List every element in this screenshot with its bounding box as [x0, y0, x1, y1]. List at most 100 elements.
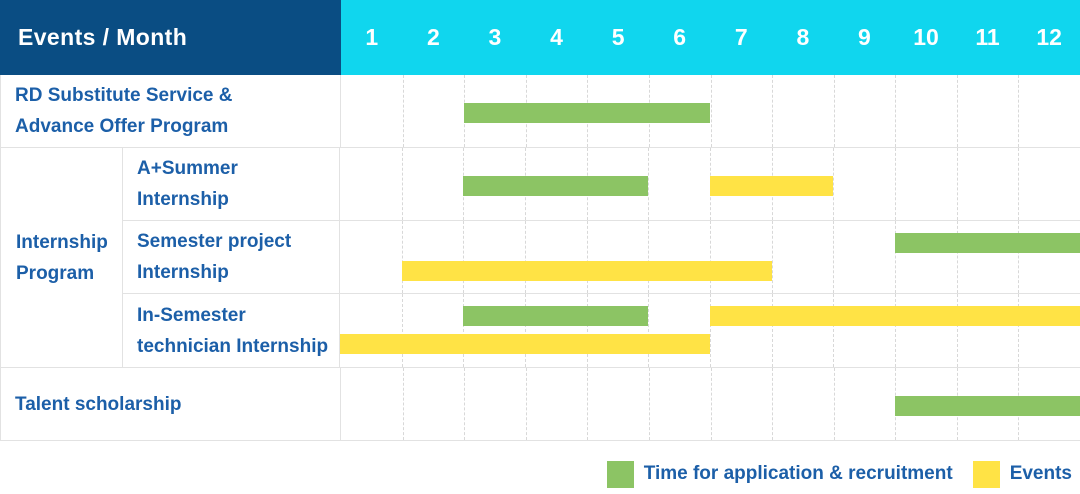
group-label-internship-program: Internship Program [1, 148, 123, 367]
row-label-line: Semester project [137, 231, 292, 252]
row-label-1: RD Substitute Service & Advance Offer Pro… [1, 75, 341, 147]
month-gridline [833, 75, 835, 147]
legend-item-application: Time for application & recruitment [606, 460, 953, 488]
month-gridline [956, 221, 958, 293]
month-gridline [771, 294, 773, 367]
month-gridline [463, 221, 465, 293]
month-gridline [402, 75, 404, 147]
month-gridline [648, 294, 650, 367]
table-row-4: In-Semester technician Internship [123, 294, 1080, 367]
gantt-bar-application [463, 176, 649, 196]
row-label-2: A+Summer Internship [123, 148, 340, 220]
month-gridline [464, 368, 466, 440]
plot-area-row-1 [341, 75, 1080, 147]
gantt-bar-events [340, 334, 710, 354]
gantt-bar-events [710, 306, 1080, 326]
month-gridline [772, 75, 774, 147]
month-header-label-5: 5 [611, 24, 625, 50]
month-gridline [710, 368, 712, 440]
month-gridline [648, 148, 650, 220]
month-gridline [525, 294, 526, 367]
table-row-2: A+Summer Internship [123, 148, 1080, 221]
row-label-5: Talent scholarship [1, 368, 341, 440]
corner-header-title: Events / Month [0, 0, 341, 75]
month-header-label-12: 12 [1036, 24, 1062, 50]
month-gridline [895, 294, 896, 367]
month-gridline [1018, 294, 1020, 367]
gantt-bar-events [710, 176, 834, 196]
month-gridline [895, 148, 896, 220]
row-label-3: Semester project Internship [123, 221, 340, 293]
row-label-line: Internship [137, 262, 229, 283]
month-header-label-1: 1 [365, 24, 379, 50]
month-gridline [833, 368, 835, 440]
legend: Time for application & recruitment Events [0, 457, 1080, 491]
month-gridline [586, 221, 588, 293]
month-header-label-4: 4 [550, 24, 563, 50]
plot-area-row-3 [340, 221, 1080, 293]
month-gridline [525, 368, 527, 440]
month-gridline [401, 294, 403, 367]
gantt-bar-application [895, 396, 1080, 416]
month-gridline [402, 368, 404, 440]
month-gridline [956, 75, 958, 147]
row-label-line: Internship [137, 189, 229, 210]
month-gridline [895, 221, 896, 293]
legend-item-events: Events [972, 460, 1072, 488]
month-gridline [648, 368, 650, 440]
row-label-line: A+Summer [137, 158, 238, 179]
month-gridline [587, 368, 589, 440]
internship-program-section: Internship Program A+Summer Internship Semes… [1, 148, 1080, 368]
gantt-bar-application [464, 103, 711, 123]
legend-label-application: Time for application & recruitment [643, 463, 953, 484]
gantt-bar-application [463, 306, 649, 326]
legend-swatch-events [972, 460, 1000, 488]
header-row: Events / Month 1 2 3 4 5 6 7 8 9 10 11 12 [0, 0, 1080, 75]
row-label-line: Program [16, 262, 95, 284]
plot-area-row-2 [340, 148, 1080, 220]
legend-swatch-application [606, 460, 634, 488]
month-header-label-10: 10 [913, 24, 939, 50]
month-gridline [401, 148, 403, 220]
month-header-label-11: 11 [975, 24, 1000, 50]
month-header-label-9: 9 [858, 24, 871, 50]
month-gridline [833, 221, 835, 293]
month-header-label-2: 2 [426, 24, 440, 50]
month-gridline [895, 75, 897, 147]
row-label-line: Talent scholarship [15, 393, 182, 415]
month-gridline [1018, 148, 1020, 220]
month-gridline [525, 221, 526, 293]
month-gridline [833, 294, 835, 367]
row-label-4: In-Semester technician Internship [123, 294, 340, 367]
gantt-bar-events [401, 261, 772, 281]
month-gridline [648, 221, 650, 293]
month-gridline [833, 148, 835, 220]
internship-program-subrows: A+Summer Internship Semester project Intern… [123, 148, 1080, 367]
month-gridline [771, 221, 773, 293]
month-header-label-7: 7 [734, 24, 748, 50]
month-header-label-6: 6 [673, 24, 687, 50]
month-gridline [463, 294, 465, 367]
month-gridline [401, 221, 403, 293]
plot-area-row-4 [340, 294, 1080, 367]
table-row-3: Semester project Internship [123, 221, 1080, 294]
month-gridline [1018, 75, 1020, 147]
month-header-label-3: 3 [488, 24, 502, 50]
month-gridline [586, 294, 588, 367]
plot-area-row-5 [341, 368, 1080, 440]
table-row-1: RD Substitute Service & Advance Offer Pro… [1, 75, 1080, 148]
month-gridline [710, 221, 711, 293]
row-label-line: Advance Offer Program [15, 116, 229, 137]
month-gridline [956, 148, 958, 220]
month-header-label-8: 8 [796, 24, 810, 50]
legend-label-events: Events [1009, 463, 1072, 484]
row-label-line: In-Semester [137, 304, 246, 326]
month-gridline [710, 294, 711, 367]
row-label-line: technician Internship [137, 335, 329, 357]
row-label-line: RD Substitute Service & [15, 85, 233, 106]
month-gridline [710, 75, 712, 147]
month-gridline [772, 368, 774, 440]
month-gridline [956, 294, 958, 367]
chart-body: RD Substitute Service & Advance Offer Pro… [0, 75, 1080, 441]
